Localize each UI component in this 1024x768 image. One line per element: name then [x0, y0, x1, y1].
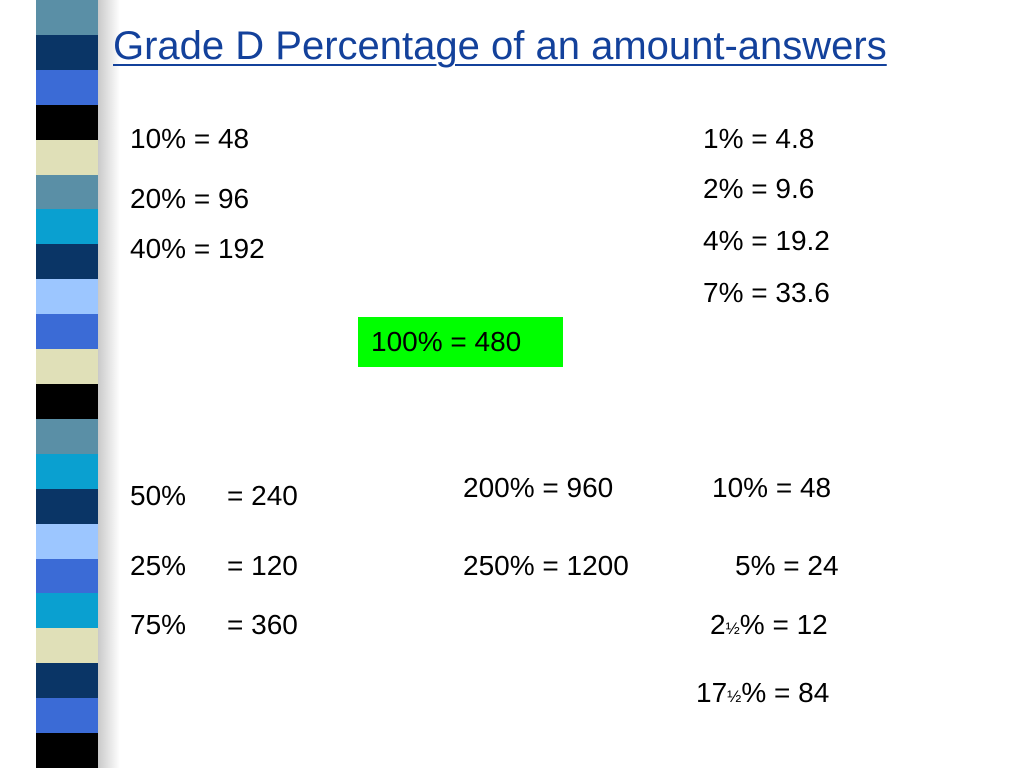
- answer-75-percent-value: = 360: [227, 609, 298, 640]
- answer-100-percent: 100% = 480: [371, 326, 522, 357]
- highlight-box: [358, 317, 563, 367]
- remainder: % = 12: [739, 609, 828, 640]
- answer-10-percent: 10% = 48: [130, 123, 250, 154]
- stripe-segment: [36, 663, 98, 700]
- answer-2-and-half-percent: 2½% = 12: [710, 609, 828, 645]
- answer-4-percent: 4% = 19.2: [703, 225, 830, 256]
- slide-title: Grade D Percentage of an amount-answers: [113, 24, 887, 68]
- answer-75-percent-label: 75%: [130, 609, 187, 640]
- stripe-segment: [36, 209, 98, 246]
- answer-25-percent-value: = 120: [227, 550, 298, 581]
- stripe-segment: [36, 384, 98, 420]
- stripe-segment: [36, 34, 98, 71]
- decorative-stripe-bar: [36, 0, 98, 768]
- answer-1-percent: 1% = 4.8: [703, 123, 815, 154]
- answer-250-percent: 250% = 1200: [463, 550, 629, 581]
- answer-5-percent: 5% = 24: [735, 550, 839, 581]
- stripe-segment: [36, 314, 98, 351]
- answer-50-percent-value: = 240: [227, 480, 298, 511]
- whole-part: 2: [710, 609, 726, 640]
- stripe-segment: [36, 733, 98, 768]
- stripe-segment: [36, 418, 98, 455]
- stripe-segment: [36, 139, 98, 176]
- remainder: % = 84: [741, 677, 830, 708]
- stripe-segment: [36, 349, 98, 385]
- answer-200-percent: 200% = 960: [463, 472, 614, 503]
- stripe-segment: [36, 279, 98, 316]
- stripe-segment: [36, 0, 98, 36]
- stripe-segment: [36, 244, 98, 281]
- answer-10-percent-again: 10% = 48: [712, 472, 832, 503]
- stripe-segment: [36, 593, 98, 630]
- stripe-segment: [36, 523, 98, 560]
- fraction-half: ½: [725, 619, 740, 638]
- answer-17-and-half-percent: 17½% = 84: [696, 677, 829, 713]
- answer-50-percent-label: 50%: [130, 480, 187, 511]
- stripe-segment: [36, 698, 98, 735]
- fraction-half: ½: [727, 687, 742, 706]
- answer-25-percent-label: 25%: [130, 550, 187, 581]
- answer-40-percent: 40% = 192: [130, 233, 265, 264]
- stripe-segment: [36, 453, 98, 490]
- answer-20-percent: 20% = 96: [130, 183, 250, 214]
- stripe-segment: [36, 558, 98, 595]
- stripe-segment: [36, 174, 98, 211]
- stripe-segment: [36, 628, 98, 665]
- answer-7-percent: 7% = 33.6: [703, 277, 830, 308]
- stripe-segment: [36, 104, 98, 141]
- whole-part: 17: [696, 677, 728, 708]
- stripe-shadow: [98, 0, 120, 768]
- stripe-segment: [36, 69, 98, 106]
- stripe-segment: [36, 488, 98, 525]
- answer-2-percent: 2% = 9.6: [703, 173, 815, 204]
